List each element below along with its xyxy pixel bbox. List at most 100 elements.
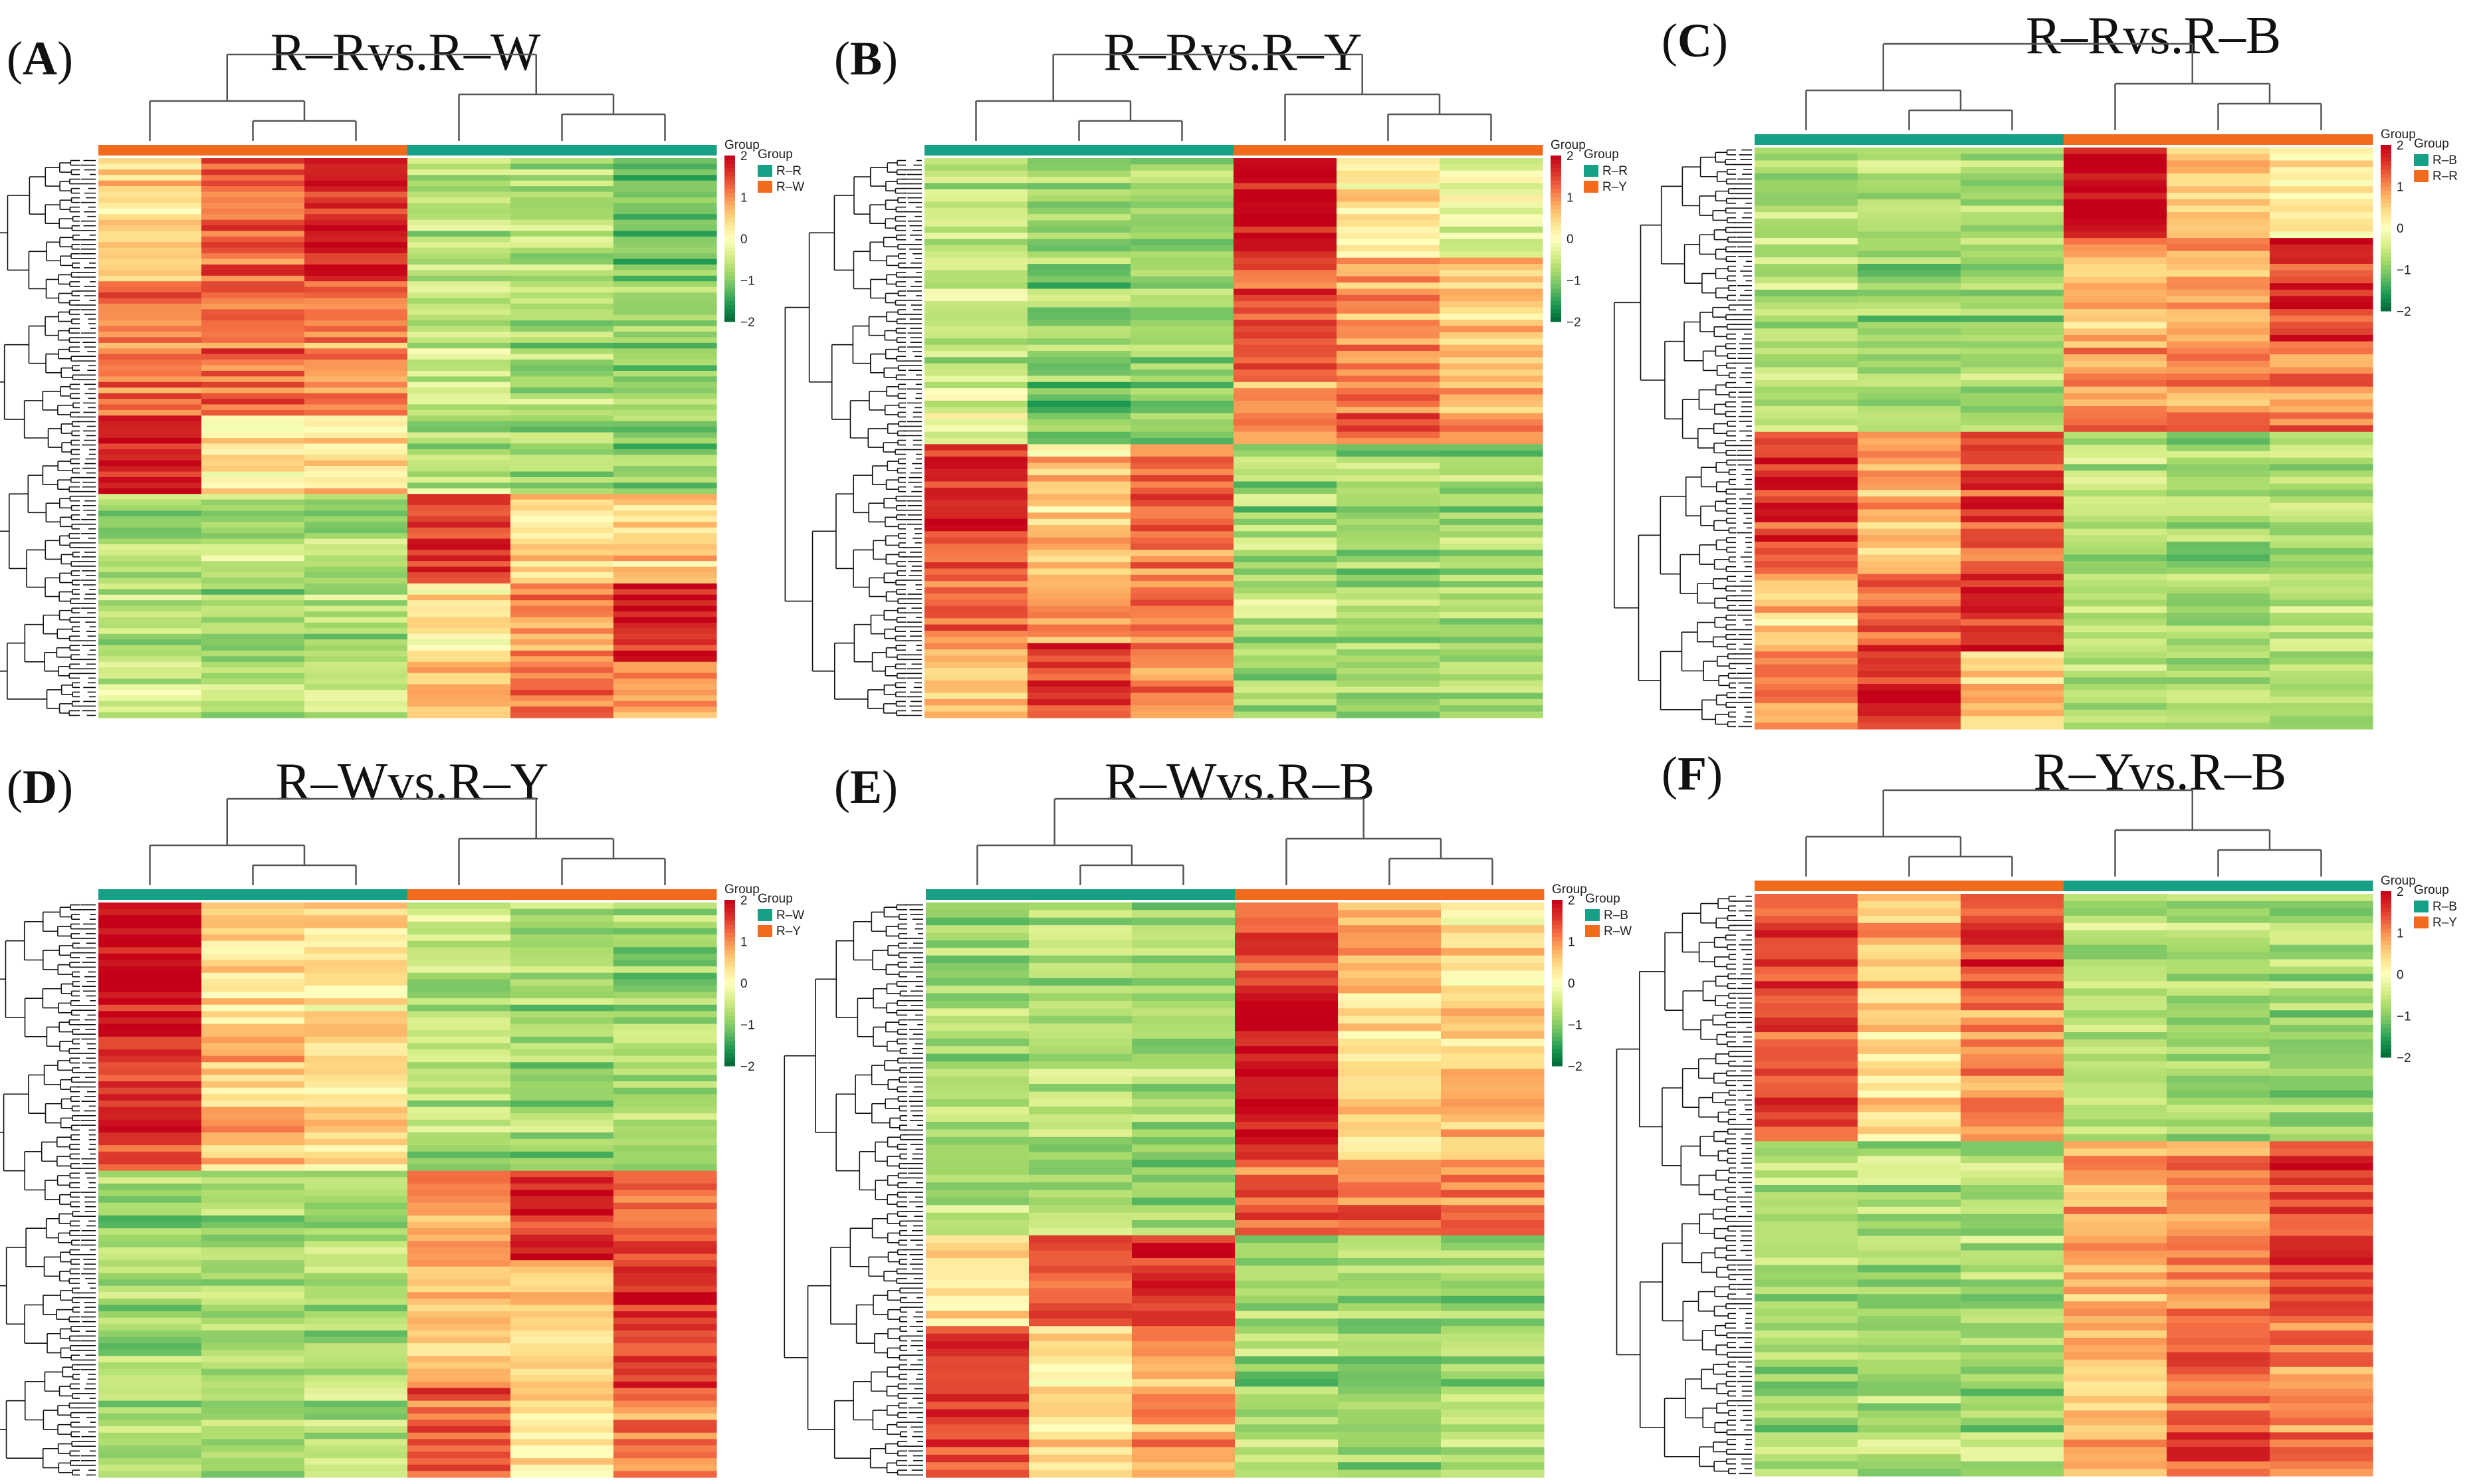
heatmap-cell (98, 1075, 202, 1082)
heatmap-cell (1440, 301, 1543, 308)
heatmap-cell (1131, 177, 1234, 184)
heatmap-cell (1755, 1068, 1858, 1077)
heatmap-cell (407, 1298, 511, 1306)
heatmap-cell (1338, 1129, 1442, 1138)
heatmap-cell (1235, 1257, 1339, 1266)
heatmap-cell (1961, 1163, 2064, 1171)
scale-gradient-step (2381, 290, 2391, 295)
heatmap-cell (1441, 1099, 1545, 1107)
heatmap-cell (1235, 1364, 1339, 1372)
heatmap-cell (2064, 464, 2167, 471)
heatmap-cell (1027, 574, 1131, 582)
heatmap-cell (2270, 1366, 2373, 1375)
heatmap-cell (2167, 148, 2270, 155)
scale-tick-label: 2 (740, 150, 748, 163)
heatmap-cell (98, 1234, 202, 1241)
heatmap-cell (1961, 561, 2064, 568)
heatmap-cell (1755, 225, 1858, 232)
scale-gradient-step (724, 234, 735, 239)
heatmap-cell (1338, 963, 1442, 972)
heatmap-cell (407, 219, 511, 226)
heatmap-cell (1755, 457, 1858, 465)
heatmap-cell (407, 292, 511, 299)
heatmap-cell (407, 1190, 511, 1197)
heatmap-cell (1961, 690, 2064, 697)
heatmap-cell (2167, 1119, 2270, 1127)
heatmap-cell (2167, 1039, 2270, 1047)
heatmap-cell (1027, 276, 1131, 283)
heatmap-cell (926, 1084, 1029, 1093)
heatmap-cell (1337, 481, 1440, 488)
heatmap-cell (1755, 645, 1858, 652)
heatmap-cell (1235, 1174, 1339, 1183)
heatmap-cell (1338, 1341, 1442, 1350)
scale-gradient-step (1551, 222, 1561, 227)
heatmap-cell (407, 404, 511, 411)
heatmap-cell (1858, 587, 1961, 594)
heatmap-cell (201, 427, 305, 433)
heatmap-cell (613, 1439, 717, 1446)
heatmap-cell (98, 1273, 202, 1280)
heatmap-cell (1234, 643, 1337, 650)
heatmap-cell (2270, 632, 2373, 639)
heatmap-cell (2167, 445, 2270, 452)
heatmap-cell (2064, 1003, 2167, 1011)
scale-tick-label: −1 (2397, 1010, 2411, 1024)
heatmap-cell (1858, 257, 1961, 265)
heatmap-cell (98, 342, 202, 349)
heatmap-cell (304, 1330, 408, 1338)
heatmap-cell (924, 370, 1028, 377)
heatmap-cell (304, 1445, 408, 1453)
heatmap-cell (304, 471, 408, 478)
heatmap-cell (1858, 1469, 1961, 1477)
heatmap-cell (2064, 1374, 2167, 1382)
heatmap-cell (510, 259, 614, 265)
heatmap-cell (2270, 1148, 2373, 1156)
heatmap-cell (1131, 450, 1234, 457)
heatmap-cell (924, 301, 1028, 308)
heatmap-cell (924, 183, 1028, 190)
heatmap-cell (1440, 177, 1543, 184)
heatmap-cell (2064, 283, 2167, 290)
heatmap-cell (407, 998, 511, 1006)
heatmap-cell (2064, 1294, 2167, 1302)
heatmap-cell (1131, 438, 1234, 445)
heatmap-cell (201, 387, 305, 394)
heatmap-cell (613, 231, 717, 237)
heatmap-cell (2064, 1344, 2167, 1353)
scale-gradient-step (724, 966, 735, 971)
heatmap-cell (2167, 894, 2270, 902)
heatmap-cell (1961, 522, 2064, 530)
heatmap-cell (510, 1266, 614, 1274)
heatmap-cell (1858, 937, 1961, 946)
heatmap-cell (2167, 212, 2270, 219)
heatmap-cell (2270, 1090, 2373, 1099)
heatmap-cell (510, 449, 614, 455)
heatmap-cell (1858, 160, 1961, 167)
heatmap-cell (2064, 696, 2167, 704)
heatmap-cell (1858, 154, 1961, 161)
heatmap-cell (304, 533, 408, 540)
heatmap-cell (304, 264, 408, 270)
heatmap-cell (407, 264, 511, 270)
heatmap-cell (2064, 548, 2167, 556)
heatmap-cell (1961, 966, 2064, 975)
heatmap-cell (1961, 1301, 2064, 1309)
heatmap-cell (304, 510, 408, 517)
heatmap-cell (407, 972, 511, 980)
heatmap-cell (613, 684, 717, 690)
heatmap-cell (407, 1381, 511, 1389)
heatmap-cell (1441, 1348, 1545, 1357)
heatmap-cell (613, 516, 717, 522)
heatmap-cell (98, 303, 202, 310)
heatmap-cell (1858, 981, 1961, 989)
heatmap-cell (2167, 1294, 2270, 1302)
heatmap-cell (1440, 189, 1543, 196)
heatmap-cell (1131, 550, 1234, 557)
heatmap-cell (1755, 1003, 1858, 1011)
heatmap-cell (1338, 1303, 1442, 1312)
heatmap-cell (407, 706, 511, 713)
heatmap-cell (1131, 170, 1234, 177)
heatmap-cell (1755, 1090, 1858, 1099)
heatmap-cell (1441, 1288, 1545, 1297)
